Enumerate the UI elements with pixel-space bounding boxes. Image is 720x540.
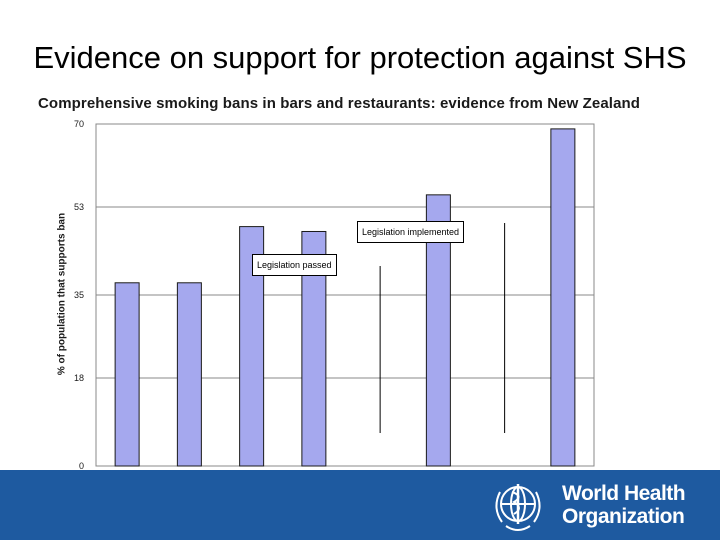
legislation-markers [379,223,506,433]
legislation-implemented-label: Legislation implemented [357,221,465,243]
legislation-passed-label: Legislation passed [252,254,337,276]
y-tick-label: 70 [74,119,84,129]
y-ticks: 0 18 35 53 70 [74,119,84,471]
who-wordmark-line1: World Health [562,482,686,505]
y-tick-label: 53 [74,202,84,212]
footer-band [0,470,720,540]
bar-jan-2002 [176,282,202,467]
bar-apr-2001 [114,282,140,467]
who-emblem-icon [495,484,541,531]
chart-title: Comprehensive smoking bans in bars and r… [38,95,641,112]
who-wordmark-line2: Organization [562,505,685,528]
y-tick-label: 18 [74,373,84,383]
y-tick-label: 35 [74,290,84,300]
who-wordmark: World Health Organization [562,482,686,528]
y-tick-label: 0 [79,461,84,471]
slide-title: Evidence on support for protection again… [33,40,687,75]
bar-apr-2005 [550,128,576,467]
